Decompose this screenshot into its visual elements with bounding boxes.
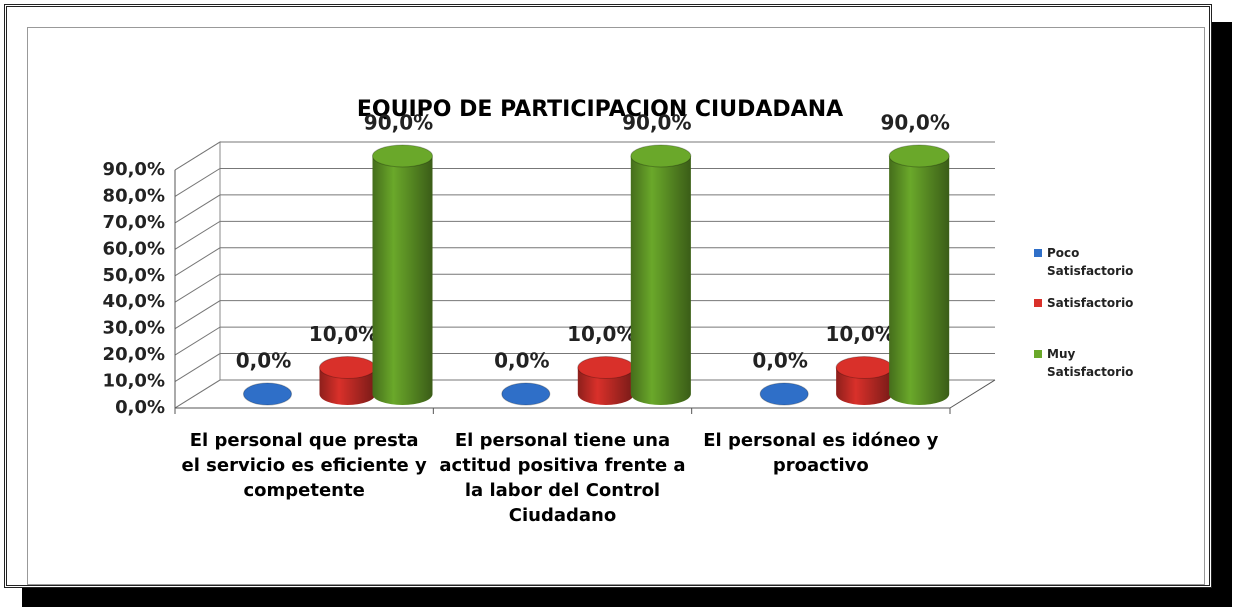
legend-entry: Poco Satisfactorio xyxy=(1034,244,1157,280)
y-tick-label: 30,0% xyxy=(103,318,165,339)
cylinder xyxy=(501,382,551,406)
cylinder xyxy=(835,356,893,406)
value-label: 10,0% xyxy=(567,322,636,346)
grid-line xyxy=(174,247,995,277)
grid-line xyxy=(174,167,995,197)
legend-swatch xyxy=(1034,350,1042,358)
value-label: 0,0% xyxy=(752,349,807,373)
cylinder xyxy=(759,382,809,406)
cylinder xyxy=(243,382,292,406)
y-tick-label: 50,0% xyxy=(103,265,165,286)
grid-line xyxy=(174,326,995,356)
cylinder-top xyxy=(243,382,292,406)
y-tick-label: 70,0% xyxy=(103,212,165,233)
inner-frame xyxy=(27,27,1205,585)
grid-line xyxy=(174,300,995,330)
value-label: 90,0% xyxy=(880,111,949,135)
cylinder xyxy=(630,144,692,406)
chart-title: EQUIPO DE PARTICIPACION CIUDADANA xyxy=(357,97,843,122)
value-label: 0,0% xyxy=(494,349,549,373)
cylinder-top xyxy=(319,356,376,380)
cylinder xyxy=(888,144,950,406)
cylinder-top xyxy=(372,144,433,168)
legend-swatch xyxy=(1034,249,1042,257)
cylinder-top xyxy=(577,356,635,380)
x-tick-label: El personal que presta el servicio es ef… xyxy=(181,430,427,501)
cylinder-top xyxy=(630,144,692,168)
legend-entry: Muy Satisfactorio xyxy=(1034,345,1157,381)
x-tick-label: El personal es idóneo y proactivo xyxy=(703,430,939,476)
value-label: 10,0% xyxy=(309,322,378,346)
cylinder-top xyxy=(759,382,809,406)
y-tick-label: 80,0% xyxy=(103,185,165,206)
grid-line xyxy=(174,273,995,303)
grid-line xyxy=(174,220,995,250)
grid-line xyxy=(174,194,995,224)
y-tick-label: 60,0% xyxy=(103,238,165,259)
floor-right xyxy=(949,379,996,409)
grid-line xyxy=(174,141,995,171)
y-tick-label: 20,0% xyxy=(103,344,165,365)
x-tick-label: El personal tiene una actitud positiva f… xyxy=(439,430,686,526)
cylinder xyxy=(372,144,433,406)
cylinder-top xyxy=(888,144,950,168)
cylinder xyxy=(319,356,376,406)
y-tick-label: 40,0% xyxy=(103,291,165,312)
cylinder-shade xyxy=(889,156,950,406)
grid-line xyxy=(174,353,995,382)
frame xyxy=(4,4,1212,588)
cylinder-shade xyxy=(372,156,433,406)
value-label: 90,0% xyxy=(364,111,433,135)
value-label: 90,0% xyxy=(622,111,691,135)
legend-swatch xyxy=(1034,299,1042,307)
value-label: 10,0% xyxy=(825,322,894,346)
cylinder-top xyxy=(501,382,551,406)
grid-line xyxy=(174,379,995,409)
y-tick-label: 90,0% xyxy=(103,159,165,180)
y-tick-label: 10,0% xyxy=(103,371,165,392)
cylinder xyxy=(577,356,635,406)
value-label: 0,0% xyxy=(236,349,291,373)
cylinder-shade xyxy=(630,156,691,406)
legend-entry: Satisfactorio xyxy=(1034,294,1157,312)
cylinder-top xyxy=(835,356,893,380)
y-tick-label: 0,0% xyxy=(115,397,165,418)
